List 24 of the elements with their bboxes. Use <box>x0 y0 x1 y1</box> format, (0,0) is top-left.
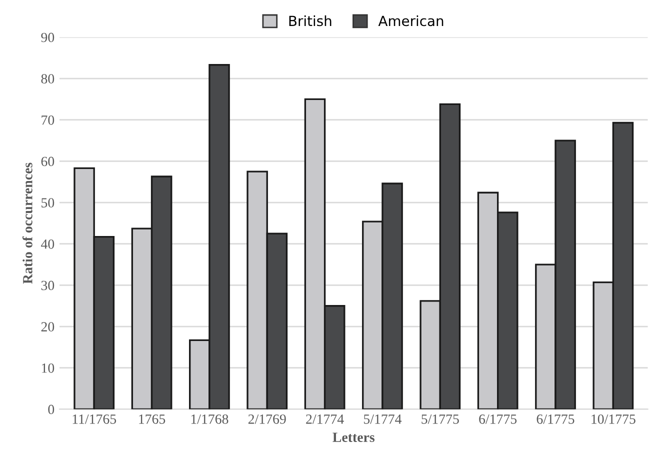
x-tick-label: 6/1775 <box>536 414 574 424</box>
y-tick-label: 30 <box>41 280 54 290</box>
x-tick-label: 2/1774 <box>306 414 344 424</box>
y-tick-label: 50 <box>42 198 54 208</box>
legend-label: American <box>378 15 444 26</box>
y-axis-title: Ratio of occurrences <box>22 162 32 284</box>
x-tick-label: 10/1775 <box>592 414 636 424</box>
x-tick-label: 5/1774 <box>364 414 402 424</box>
x-axis-title: Letters <box>332 432 374 442</box>
y-tick-label: 90 <box>41 32 54 42</box>
y-tick-label: 60 <box>41 156 54 166</box>
y-tick-label: 70 <box>42 115 54 125</box>
x-tick-label: 6/1775 <box>479 414 517 424</box>
y-tick-label: 20 <box>41 322 54 332</box>
y-tick-label: 10 <box>42 363 54 373</box>
y-tick-label: 0 <box>48 404 54 414</box>
x-tick-label: 5/1775 <box>422 414 459 424</box>
x-tick-label: 11/1765 <box>72 414 116 424</box>
y-tick-label: 40 <box>41 239 54 249</box>
legend-label: British <box>289 15 332 26</box>
x-tick-label: 1765 <box>139 414 166 424</box>
x-tick-label: 1/1768 <box>191 414 228 424</box>
y-tick-label: 80 <box>41 74 54 84</box>
x-tick-label: 2/1769 <box>248 414 286 424</box>
